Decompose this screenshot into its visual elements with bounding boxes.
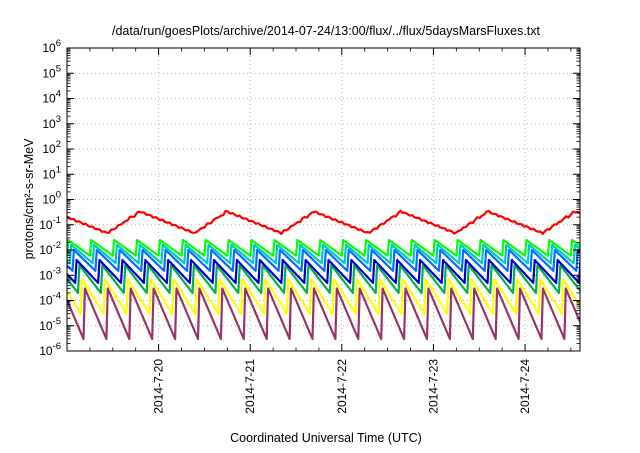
x-tick-label: 2014-7-22: [335, 359, 349, 414]
y-tick-label: 10-2: [39, 240, 61, 257]
y-tick-label: 103: [42, 114, 61, 131]
y-tick-label: 104: [42, 89, 61, 106]
series-line: [67, 264, 580, 294]
chart-title: /data/run/goesPlots/archive/2014-07-24/1…: [112, 24, 541, 38]
y-tick-label: 106: [42, 38, 61, 55]
series-line: [67, 278, 580, 315]
y-tick-label: 102: [42, 139, 61, 156]
series-line: [67, 243, 580, 265]
x-tick-label: 2014-7-20: [152, 359, 166, 414]
y-tick-label: 10-4: [39, 291, 61, 308]
series-line: [67, 258, 580, 284]
x-tick-label: 2014-7-23: [426, 359, 440, 414]
x-tick-label: 2014-7-24: [518, 359, 532, 414]
x-axis-ticks: 2014-7-20 2014-7-21 2014-7-22 2014-7-23 2014…: [89, 48, 572, 414]
x-tick-label: 2014-7-21: [243, 359, 257, 414]
y-tick-label: 10-6: [39, 341, 61, 358]
series-group: [67, 209, 580, 341]
series-line: [67, 287, 580, 341]
y-tick-label: 105: [42, 63, 61, 80]
series-line: [67, 248, 580, 272]
y-tick-label: 10-3: [39, 265, 61, 282]
x-axis-label: Coordinated Universal Time (UTC): [230, 431, 422, 445]
y-tick-label: 10-5: [39, 316, 61, 333]
series-line: [67, 209, 580, 236]
y-tick-label: 100: [42, 190, 61, 207]
series-line: [67, 238, 580, 257]
y-tick-label: 10-1: [39, 215, 61, 232]
y-axis-ticks: 106 105 104 103 102 101 100 10-1 10-2 10-3 10-4 10-…: [39, 38, 580, 358]
y-tick-label: 101: [42, 164, 61, 181]
y-axis-label: protons/cm²-s-sr-MeV: [22, 138, 36, 260]
